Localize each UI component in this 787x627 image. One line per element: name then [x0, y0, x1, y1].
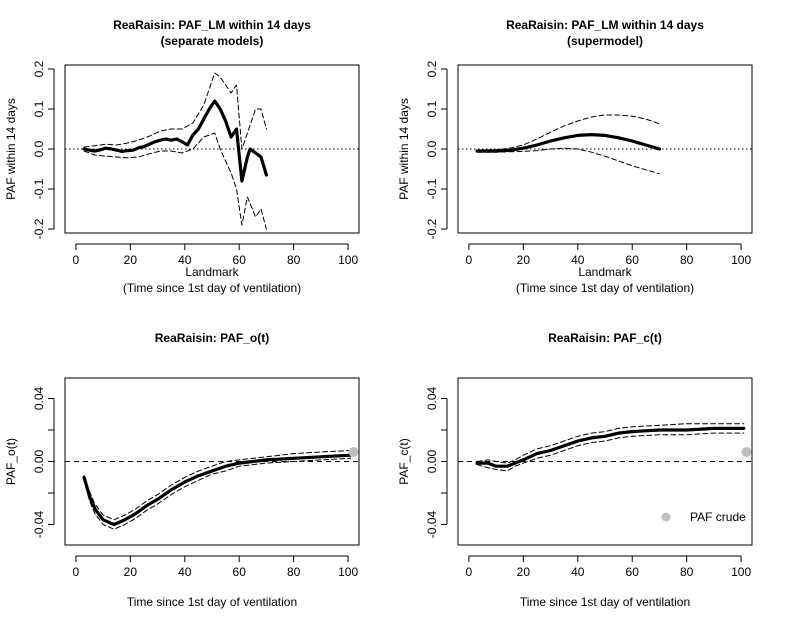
- series-upper-ci-line: [83, 450, 352, 521]
- series-lower-ci-line: [476, 432, 745, 472]
- panel-title-line: (separate models): [161, 34, 264, 48]
- x-axis-label: (Time since 1st day of ventilation): [123, 281, 301, 295]
- panel-4: ReaRaisin: PAF_c(t) 0 20 40 60 80 100 Time sinc…: [397, 331, 753, 609]
- x-tick-label: 0: [466, 565, 473, 579]
- panel-title-line: ReaRaisin: PAF_o(t): [155, 331, 269, 345]
- series-upper-ci-line: [83, 72, 267, 150]
- y-tick-label: 0.2: [32, 60, 46, 77]
- x-axis-label: Landmark: [578, 265, 632, 279]
- series-lower-ci-line: [83, 457, 352, 530]
- x-tick-label: 20: [124, 565, 138, 579]
- panel-title-line: ReaRaisin: PAF_LM within 14 days: [506, 18, 704, 32]
- x-tick-label: 60: [233, 565, 247, 579]
- series-estimate-line: [475, 133, 661, 153]
- x-axis: 0 20 40 60 80 100: [466, 555, 751, 579]
- y-tick-label: 0.04: [425, 386, 439, 410]
- series-lower-ci-line: [476, 147, 660, 175]
- y-tick-label: -0.1: [425, 178, 439, 199]
- paf-crude-point: [741, 447, 752, 458]
- legend-label: PAF crude: [690, 510, 746, 524]
- panel-2: ReaRaisin: PAF_LM within 14 days (supermo…: [397, 18, 753, 295]
- y-tick-label: -0.04: [32, 511, 46, 539]
- x-tick-label: 20: [124, 253, 138, 267]
- y-tick-label: 0.00: [32, 449, 46, 473]
- y-axis-label: PAF within 14 days: [4, 98, 18, 200]
- y-axis: -0.2 -0.1 0.0 0.1 0.2: [425, 60, 448, 239]
- y-axis-label: PAF_o(t): [4, 438, 18, 485]
- y-tick-label: 0.0: [32, 140, 46, 157]
- x-tick-label: 80: [680, 253, 694, 267]
- x-axis-label: Time since 1st day of ventilation: [127, 595, 297, 609]
- series-estimate-line: [82, 99, 268, 183]
- panel-title-line: (supermodel): [567, 34, 643, 48]
- y-tick-label: -0.2: [425, 218, 439, 239]
- x-axis: 0 20 40 60 80 100: [73, 555, 358, 579]
- x-tick-label: 0: [73, 565, 80, 579]
- x-tick-label: 80: [680, 565, 694, 579]
- x-tick-label: 100: [338, 253, 358, 267]
- x-tick-label: 40: [178, 565, 192, 579]
- x-tick-label: 20: [517, 565, 531, 579]
- y-axis: -0.2 -0.1 0.0 0.1 0.2: [32, 60, 55, 239]
- x-tick-label: 80: [287, 253, 301, 267]
- x-axis: 0 20 40 60 80 100: [466, 243, 751, 267]
- legend-marker: [661, 512, 671, 522]
- x-tick-label: 60: [233, 253, 247, 267]
- x-tick-label: 40: [571, 565, 585, 579]
- series-lower-ci-line: [83, 132, 267, 230]
- x-axis-label: Landmark: [185, 265, 239, 279]
- panel-3: ReaRaisin: PAF_o(t) 0 20 40 60 80 100 Time sinc…: [4, 331, 360, 609]
- legend: PAF crude: [661, 510, 746, 524]
- y-tick-label: -0.2: [32, 218, 46, 239]
- x-tick-label: 100: [338, 565, 358, 579]
- panel-1: ReaRaisin: PAF_LM within 14 days (separat…: [4, 18, 360, 295]
- x-tick-label: 100: [731, 253, 751, 267]
- y-tick-label: 0.00: [425, 449, 439, 473]
- series-upper-ci-line: [476, 423, 745, 464]
- x-tick-label: 100: [731, 565, 751, 579]
- x-tick-label: 40: [571, 253, 585, 267]
- y-tick-label: 0.1: [32, 100, 46, 117]
- y-axis: -0.04 0.00 0.04: [425, 386, 448, 539]
- y-tick-label: 0.04: [32, 386, 46, 410]
- y-tick-label: -0.1: [32, 178, 46, 199]
- y-tick-label: 0.1: [425, 100, 439, 117]
- x-tick-label: 0: [466, 253, 473, 267]
- x-tick-label: 60: [626, 565, 640, 579]
- x-axis-label: (Time since 1st day of ventilation): [516, 281, 694, 295]
- x-tick-label: 40: [178, 253, 192, 267]
- series-estimate-line: [475, 426, 746, 468]
- x-tick-label: 60: [626, 253, 640, 267]
- y-axis: -0.04 0.00 0.04: [32, 386, 55, 539]
- y-tick-label: 0.2: [425, 60, 439, 77]
- series-estimate-line: [82, 453, 353, 527]
- x-tick-label: 0: [73, 253, 80, 267]
- paf-crude-point: [348, 447, 359, 458]
- series-upper-ci-line: [476, 114, 660, 151]
- x-axis: 0 20 40 60 80 100: [73, 243, 358, 267]
- y-axis-label: PAF within 14 days: [397, 98, 411, 200]
- y-tick-label: -0.04: [425, 511, 439, 539]
- panel-title-line: ReaRaisin: PAF_c(t): [548, 331, 662, 345]
- panel-title-line: ReaRaisin: PAF_LM within 14 days: [113, 18, 311, 32]
- y-tick-label: 0.0: [425, 140, 439, 157]
- x-axis-label: Time since 1st day of ventilation: [520, 595, 690, 609]
- x-tick-label: 80: [287, 565, 301, 579]
- x-tick-label: 20: [517, 253, 531, 267]
- y-axis-label: PAF_c(t): [397, 438, 411, 484]
